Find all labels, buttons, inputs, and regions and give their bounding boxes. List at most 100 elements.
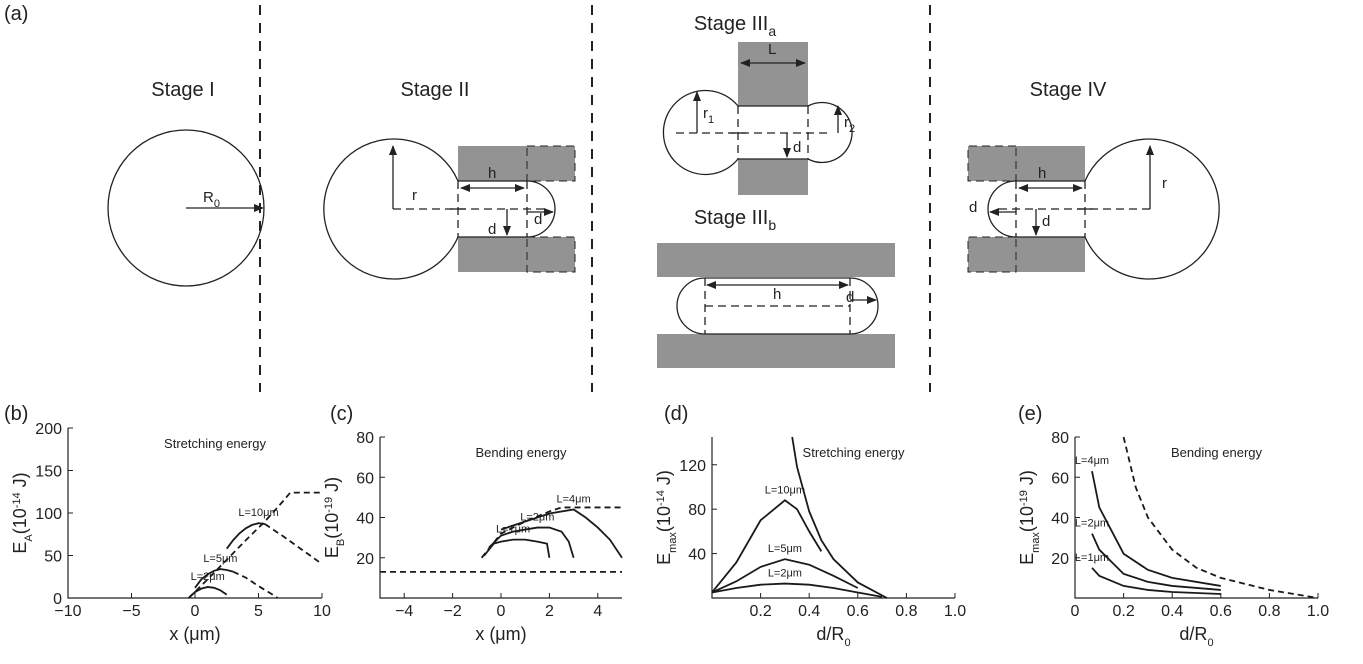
x-tick-label: 5	[254, 603, 263, 620]
label: d	[969, 199, 977, 216]
label-part: 0	[1207, 637, 1213, 649]
label: h	[773, 286, 781, 303]
x-tick-label: 0	[191, 603, 200, 620]
label: d	[534, 211, 542, 228]
label: R0	[203, 189, 220, 210]
y-tick-label: 60	[1051, 470, 1069, 487]
y-tick-label: 40	[356, 511, 374, 528]
x-tick-label: 0	[497, 603, 506, 620]
x-tick-label: 0.8	[1258, 603, 1280, 620]
series-label: L=4μm	[557, 493, 591, 505]
label: d	[1042, 213, 1050, 230]
series-line	[265, 524, 322, 564]
x-tick-label: 0	[1071, 603, 1080, 620]
panel-label: (c)	[330, 403, 353, 425]
label: r2	[844, 114, 855, 135]
label-part: (10	[654, 506, 674, 532]
label-part: E	[10, 542, 30, 554]
chart-title: Bending energy	[475, 445, 567, 460]
y-tick-label: 40	[688, 547, 706, 564]
chart-title: Stretching energy	[803, 445, 905, 460]
y-axis-label: EB(10-19 J)	[322, 477, 347, 558]
x-tick-label: 0.2	[1112, 603, 1134, 620]
stage-1	[108, 130, 264, 286]
series-label: L=2μm	[1075, 518, 1109, 530]
label-part: -19	[1018, 490, 1030, 506]
charts: (b)Stretching energy−10−5051005010015020…	[4, 403, 1329, 649]
label-part: J)	[654, 470, 674, 490]
y-tick-label: 120	[679, 458, 706, 475]
y-tick-label: 60	[356, 470, 374, 487]
label-part: B	[335, 539, 347, 546]
x-axis-label: x (μm)	[169, 624, 220, 644]
label-part: -19	[323, 497, 335, 513]
x-tick-label: 0.4	[798, 603, 820, 620]
label-part: (10	[10, 508, 30, 534]
y-tick-label: 200	[35, 421, 62, 438]
series-label: L=10μm	[765, 484, 805, 496]
series-label: L=5μm	[768, 543, 802, 555]
diagram: (a) Stage I Stage II Stage IIIa Stage II…	[4, 3, 1219, 392]
x-tick-label: 0.6	[1210, 603, 1232, 620]
label-part: J)	[10, 472, 30, 492]
x-axis-label: x (μm)	[475, 624, 526, 644]
label-part: E	[1017, 553, 1037, 565]
stage-title: Stage II	[401, 79, 470, 101]
label-part: J)	[322, 477, 342, 497]
x-tick-label: 1.0	[1307, 603, 1329, 620]
stage-title: Stage IIIa	[694, 13, 777, 39]
x-tick-label: −2	[443, 603, 461, 620]
series-label: L=2μm	[191, 571, 225, 583]
label: h	[488, 165, 496, 182]
label: r	[1162, 175, 1167, 192]
series-line	[1092, 471, 1221, 586]
x-axis-label: d/R0	[1179, 624, 1213, 649]
label: d	[846, 289, 854, 306]
panel-label: (a)	[4, 3, 28, 25]
series-label: L=2μm	[768, 568, 802, 580]
label-part: -14	[655, 490, 667, 506]
label: d	[793, 139, 801, 156]
label-part: max	[1030, 532, 1042, 553]
y-tick-label: 50	[44, 549, 62, 566]
chart-title: Bending energy	[1171, 445, 1263, 460]
stage-3a	[663, 42, 852, 195]
series-line	[233, 572, 277, 598]
label-part: -14	[11, 492, 23, 508]
label-part: J)	[1017, 470, 1037, 490]
y-tick-label: 20	[1051, 551, 1069, 568]
label-part: E	[322, 546, 342, 558]
label-part: d/R	[816, 624, 844, 644]
series-line	[712, 584, 882, 597]
label-part: 0	[844, 637, 850, 649]
series-line	[1124, 437, 1318, 598]
label-part: (10	[322, 513, 342, 539]
figure: (a) Stage I Stage II Stage IIIa Stage II…	[0, 0, 1363, 659]
stage-title: Stage I	[151, 79, 214, 101]
x-tick-label: 0.6	[847, 603, 869, 620]
x-tick-label: 4	[593, 603, 602, 620]
label: d	[488, 221, 496, 238]
panel-label: (d)	[664, 403, 688, 425]
label: h	[1038, 165, 1046, 182]
x-tick-label: 0.4	[1161, 603, 1183, 620]
y-tick-label: 150	[35, 464, 62, 481]
stage-2	[324, 139, 575, 279]
x-tick-label: 0.2	[749, 603, 771, 620]
panel-label: (e)	[1018, 403, 1042, 425]
series-label: L=4μm	[1075, 455, 1109, 467]
x-tick-label: 0.8	[895, 603, 917, 620]
label: r1	[703, 105, 714, 126]
x-tick-label: 2	[545, 603, 554, 620]
y-tick-label: 100	[35, 506, 62, 523]
label-part: d/R	[1179, 624, 1207, 644]
y-axis-label: Emax(10-19 J)	[1017, 470, 1042, 565]
y-tick-label: 80	[688, 502, 706, 519]
stage-4	[968, 139, 1219, 279]
series-line	[189, 587, 227, 598]
x-tick-label: 1.0	[944, 603, 966, 620]
x-tick-label: −4	[395, 603, 413, 620]
label-part: E	[654, 553, 674, 565]
stage-3b	[657, 243, 895, 368]
axis	[1075, 437, 1318, 598]
